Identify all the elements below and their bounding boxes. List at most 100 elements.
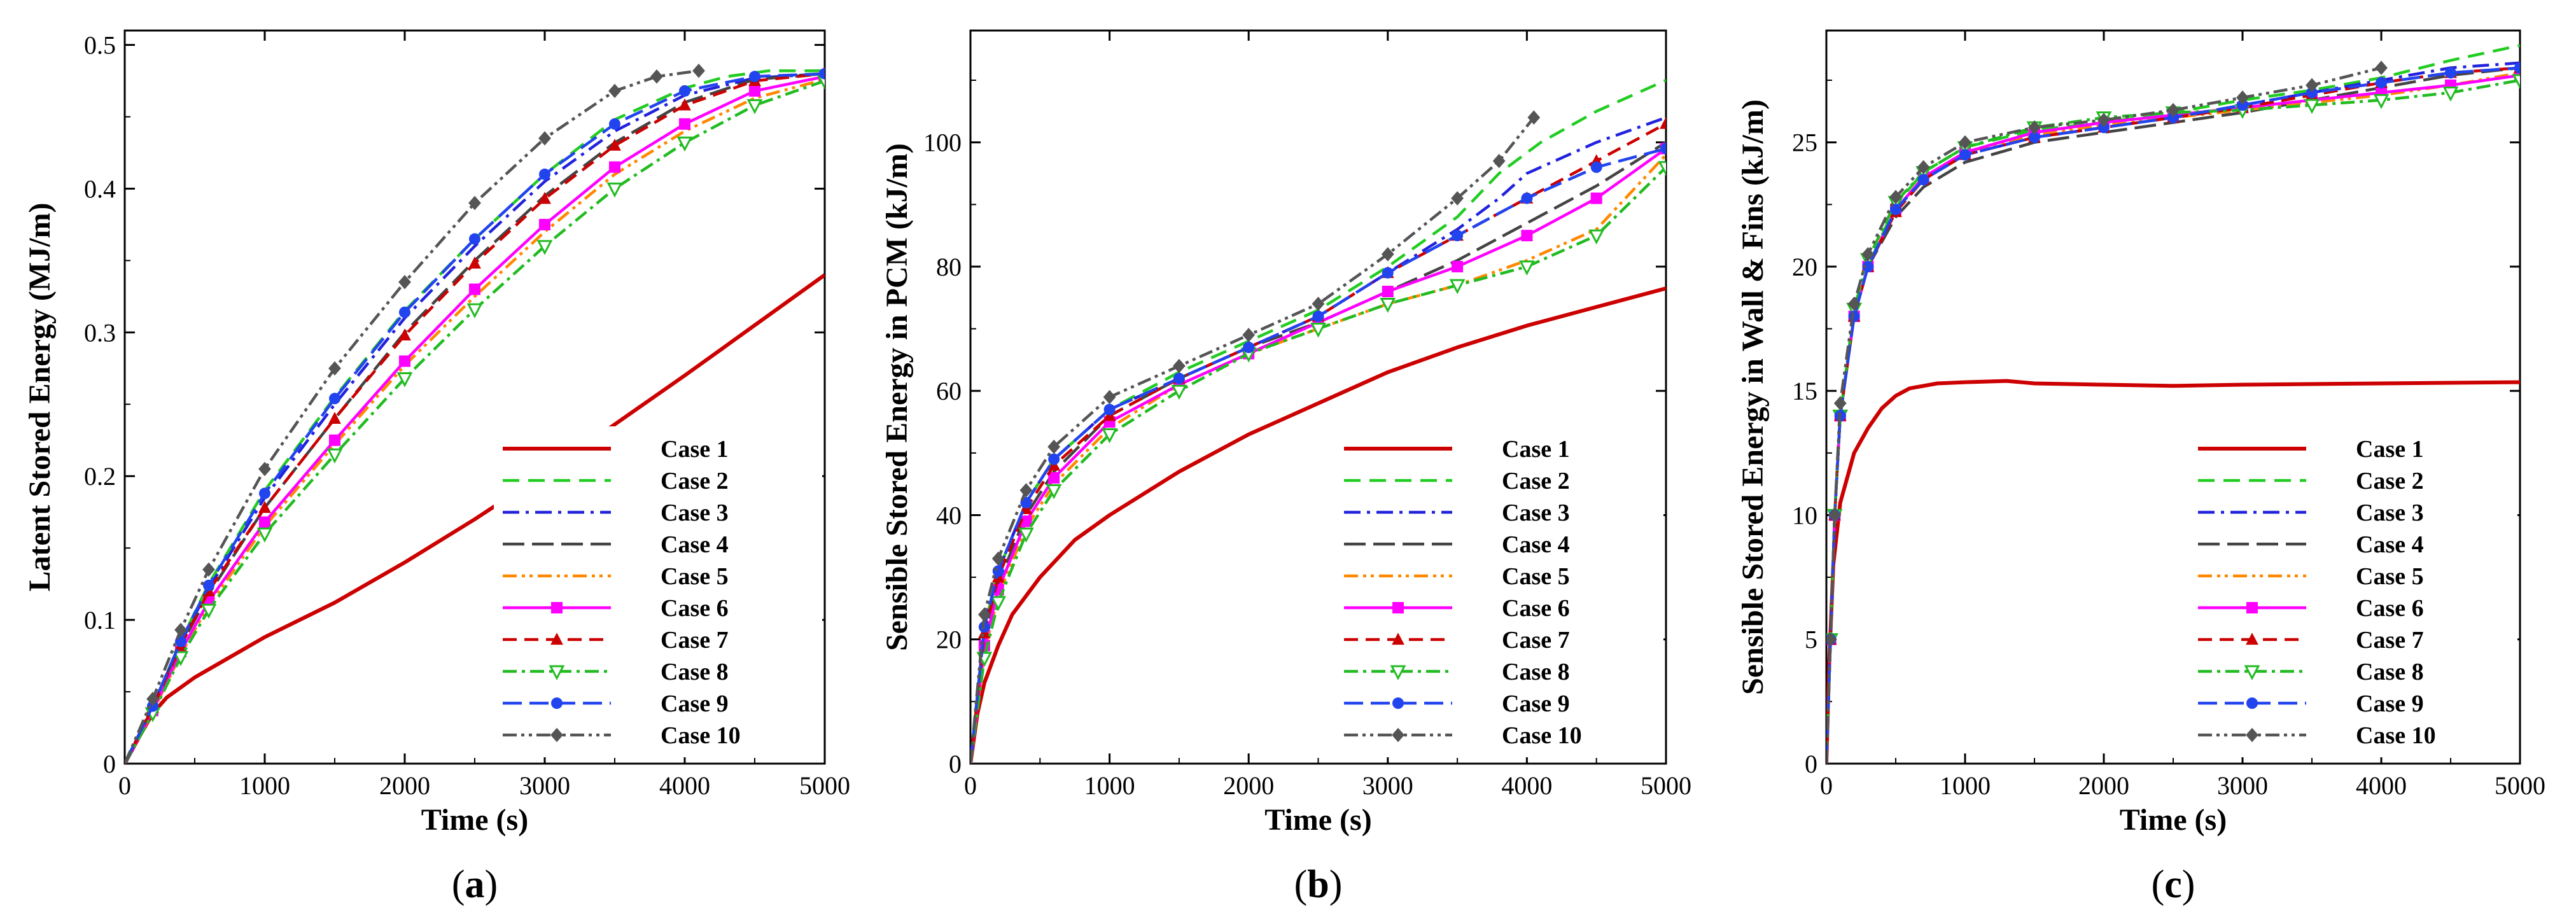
legend-marker-case-6 [1392, 602, 1404, 613]
legend-label-case-2: Case 2 [661, 468, 729, 494]
y-tick-label: 80 [936, 253, 962, 281]
y-tick-label: 0.5 [84, 31, 116, 60]
data-point-case-9 [203, 579, 214, 591]
panel-label-close-paren: ) [485, 863, 498, 906]
data-point-case-9 [2167, 111, 2179, 123]
x-tick-label: 4000 [659, 771, 710, 800]
x-axis-title: Time (s) [1264, 803, 1371, 837]
data-point-case-9 [1048, 453, 1060, 465]
panel-label-open-paren: ( [1294, 863, 1308, 906]
data-point-case-9 [399, 306, 410, 318]
x-tick-label: 2000 [379, 771, 430, 800]
data-point-case-10 [1847, 297, 1861, 311]
panel-label: (a) [452, 863, 498, 906]
data-point-case-8 [200, 603, 217, 619]
data-point-case-10 [1527, 110, 1541, 125]
data-point-case-8 [1046, 484, 1062, 500]
series-line-case-2 [125, 69, 825, 764]
data-point-case-10 [991, 551, 1005, 566]
series-line-case-9 [970, 147, 1666, 764]
y-tick-label: 60 [936, 377, 962, 405]
data-point-case-8 [2304, 99, 2320, 115]
data-point-case-6 [1382, 286, 1394, 298]
data-point-case-8 [326, 448, 343, 464]
data-point-case-8 [1171, 384, 1187, 400]
legend-label-case-7: Case 7 [661, 627, 729, 654]
panel-label-letter: b [1307, 863, 1329, 906]
data-point-case-10 [1833, 396, 1847, 411]
series-group [125, 63, 825, 764]
data-point-case-7 [328, 412, 341, 424]
legend-label-case-10: Case 10 [1502, 722, 1582, 749]
x-tick-label: 1000 [1940, 771, 1991, 800]
x-tick-label: 5000 [799, 771, 850, 800]
data-point-case-10 [2236, 90, 2249, 105]
series-line-case-6 [970, 147, 1666, 764]
panel-label: (c) [2152, 863, 2195, 906]
data-point-case-6 [1521, 230, 1533, 242]
data-point-case-10 [328, 361, 341, 376]
data-point-case-7 [678, 98, 691, 111]
legend-label-case-8: Case 8 [2356, 659, 2424, 685]
legend-background [494, 426, 822, 757]
data-point-case-8 [606, 182, 623, 198]
series-group [970, 79, 1666, 764]
data-point-case-7 [258, 501, 271, 514]
data-point-case-6 [1590, 192, 1602, 204]
data-point-case-8 [172, 651, 189, 666]
legend-background [1335, 426, 1663, 757]
x-tick-label: 0 [118, 771, 131, 800]
x-tick-label: 3000 [2217, 771, 2268, 800]
legend-label-case-7: Case 7 [1502, 627, 1570, 654]
panel-label: (b) [1294, 863, 1343, 906]
data-point-case-8 [256, 527, 273, 543]
data-point-case-6 [749, 85, 760, 97]
data-point-case-8 [536, 240, 553, 255]
y-tick-label: 40 [936, 501, 962, 529]
data-point-case-9 [1890, 204, 1901, 216]
legend-marker-case-10 [1392, 727, 1404, 743]
data-point-case-9 [1173, 372, 1185, 384]
data-point-case-10 [1889, 190, 1902, 204]
panel-a: 0 1000 2000 3000 4000 5000 0 0.1 0.2 0.3 0.4 0.5 Tim… [23, 29, 850, 906]
data-point-case-6 [609, 161, 620, 173]
data-point-case-10 [1019, 483, 1033, 498]
data-point-case-8 [990, 596, 1007, 612]
x-tick-label: 0 [1820, 771, 1833, 800]
legend-label-case-9: Case 9 [661, 690, 729, 717]
data-point-case-10 [1828, 508, 1841, 522]
data-point-case-10 [1492, 153, 1506, 169]
x-tick-label: 3000 [1362, 771, 1413, 800]
x-tick-label: 4000 [2356, 771, 2407, 800]
legend-marker-case-9 [1392, 697, 1404, 709]
data-point-case-9 [329, 393, 340, 405]
y-tick-label: 0 [1805, 750, 1817, 778]
legend-label-case-8: Case 8 [661, 659, 729, 685]
y-tick-label: 0 [949, 750, 962, 778]
legend-marker-case-6 [2246, 602, 2258, 613]
data-point-case-10 [1381, 247, 1394, 262]
legend-marker-case-7 [1392, 633, 1404, 645]
legend-label-case-6: Case 6 [661, 595, 729, 622]
data-point-case-6 [1020, 515, 1032, 528]
data-point-case-10 [174, 622, 187, 638]
data-point-case-9 [259, 487, 270, 500]
data-point-case-8 [2442, 87, 2459, 102]
legend-label-case-1: Case 1 [2356, 436, 2424, 463]
data-point-case-10 [1103, 389, 1116, 405]
data-point-case-8 [1449, 279, 1466, 295]
data-point-case-8 [2373, 94, 2390, 109]
data-point-case-9 [2237, 99, 2248, 111]
legend-label-case-6: Case 6 [2356, 595, 2424, 622]
legend-label-case-10: Case 10 [661, 722, 741, 749]
series-line-case-4 [1826, 66, 2520, 764]
x-tick-label: 5000 [1641, 771, 1691, 800]
data-point-case-6 [399, 355, 410, 367]
data-point-case-8 [396, 372, 413, 388]
panel-label-open-paren: ( [452, 863, 465, 906]
data-point-case-9 [1243, 341, 1255, 353]
x-axis-title: Time (s) [421, 803, 528, 837]
data-point-case-10 [1451, 191, 1464, 206]
legend: Case 1 Case 2 Case 3 Case 4 Case 5 Case 6 Case… [494, 426, 822, 757]
